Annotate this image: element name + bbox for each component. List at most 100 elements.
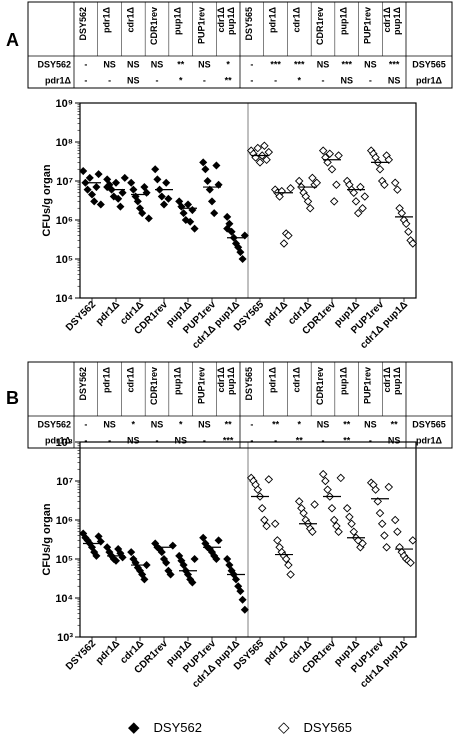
data-point-dsy562 (127, 548, 136, 557)
data-point-dsy565 (308, 173, 317, 183)
table-column-header-cdr1rev: CDR1rev (149, 367, 159, 405)
y-tick-label: 10⁵ (56, 254, 73, 266)
table-column-header-pdr1: pdr1Δ (102, 6, 112, 33)
data-point-dsy565 (318, 146, 328, 155)
table-column-header-dsy565: DSY565 (244, 7, 254, 41)
table-cell: * (298, 420, 302, 430)
data-point-dsy562 (129, 185, 138, 194)
data-point-dsy562 (153, 175, 162, 184)
table-cell: - (84, 76, 87, 86)
data-point-dsy562 (168, 541, 177, 550)
table-cell: NS (364, 420, 377, 430)
table-column-header-cdr1-pup1: pup1Δ (226, 366, 236, 394)
data-point-dsy565 (401, 219, 411, 229)
table-cell: NS (174, 436, 187, 446)
table-column-header-pup1: pup1Δ (173, 6, 183, 34)
data-point-dsy562 (199, 533, 208, 542)
data-point-dsy565 (375, 165, 385, 174)
table-cell: - (108, 76, 111, 86)
table-cell: ** (225, 76, 233, 86)
table-cell: - (369, 436, 372, 446)
data-point-dsy562 (120, 173, 129, 182)
data-point-dsy565 (270, 519, 280, 529)
table-cell: - (250, 60, 253, 70)
table-cell: * (179, 420, 183, 430)
data-point-dsy565 (312, 178, 322, 188)
table-cell: NS (317, 60, 330, 70)
data-point-dsy562 (205, 185, 214, 194)
data-point-dsy565 (377, 519, 387, 529)
data-point-dsy565 (390, 178, 400, 188)
table-column-header-pup1: pup1Δ (339, 366, 349, 394)
table-cell: * (298, 76, 302, 86)
data-point-dsy562 (186, 217, 195, 226)
table-cell: *** (294, 60, 305, 70)
table-cell: - (156, 436, 159, 446)
data-point-dsy565 (404, 227, 413, 236)
data-point-dsy562 (179, 561, 188, 570)
data-point-dsy565 (329, 515, 339, 525)
data-point-dsy562 (85, 173, 94, 182)
table-cell: - (274, 436, 277, 446)
data-point-dsy562 (92, 551, 101, 560)
table-cell: ** (177, 60, 185, 70)
data-point-dsy562 (157, 192, 166, 201)
data-point-dsy562 (203, 176, 212, 186)
data-point-dsy565 (329, 197, 339, 206)
table-cell: * (179, 76, 183, 86)
data-point-dsy565 (286, 570, 295, 579)
data-point-dsy565 (275, 192, 284, 201)
table-cell: ** (343, 420, 351, 430)
data-point-dsy565 (294, 176, 304, 186)
data-point-dsy565 (406, 558, 415, 568)
x-tick-label-pdr1: pdr1Δ (262, 299, 290, 327)
table-cell: NS (103, 420, 116, 430)
y-tick-label: 10⁵ (56, 554, 73, 566)
data-point-dsy565 (380, 531, 389, 540)
table-row-label-pdr1: pdr1Δ (45, 76, 72, 86)
x-tick-label-pdr1: pdr1Δ (94, 638, 122, 666)
data-point-dsy565 (384, 155, 394, 165)
data-point-dsy562 (164, 194, 173, 203)
data-point-dsy562 (212, 554, 221, 564)
data-point-dsy562 (151, 165, 160, 174)
panel-letter-a: A (6, 30, 19, 50)
table-cell: - (322, 76, 325, 86)
data-point-dsy565 (349, 527, 359, 536)
data-point-dsy562 (201, 165, 210, 174)
table-cell: ** (343, 436, 351, 446)
data-point-dsy565 (371, 485, 380, 494)
data-point-dsy565 (382, 543, 391, 552)
table-column-header-pup1rev: PUP1rev (196, 367, 206, 404)
table-cell: * (132, 420, 136, 430)
table-column-header-cdr1: cdr1Δ (125, 366, 135, 392)
data-point-dsy565 (345, 512, 354, 522)
table-column-header-cdr1-pup1: cdr1Δ (216, 366, 226, 392)
table-cell: *** (389, 60, 400, 70)
table-cell: NS (364, 60, 377, 70)
data-point-dsy562 (183, 200, 193, 209)
table-row-right-label-dsy565: DSY565 (412, 420, 446, 430)
data-point-dsy562 (103, 183, 112, 192)
table-column-header-pup1rev: PUP1rev (196, 7, 206, 44)
data-point-dsy565 (255, 158, 265, 167)
data-point-dsy565 (375, 508, 385, 518)
y-tick-label: 10⁶ (56, 515, 73, 527)
data-point-dsy565 (303, 197, 313, 206)
table-cell: - (156, 76, 159, 86)
data-point-dsy562 (140, 183, 149, 192)
data-point-dsy562 (94, 170, 103, 179)
legend: ◆ DSY562 ◇ DSY565 (0, 718, 457, 738)
table-column-header-pdr1: pdr1Δ (268, 6, 278, 33)
data-point-dsy565 (325, 149, 335, 158)
y-tick-label: 10⁹ (56, 98, 73, 110)
data-point-dsy565 (353, 208, 363, 218)
table-cell: - (322, 436, 325, 446)
table-cell: ** (225, 420, 233, 430)
table-cell: - (203, 436, 206, 446)
y-tick-label: 10³ (57, 632, 73, 644)
table-cell: *** (270, 60, 281, 70)
table-cell: - (108, 436, 111, 446)
data-point-dsy565 (332, 180, 341, 190)
data-point-dsy565 (323, 158, 332, 167)
